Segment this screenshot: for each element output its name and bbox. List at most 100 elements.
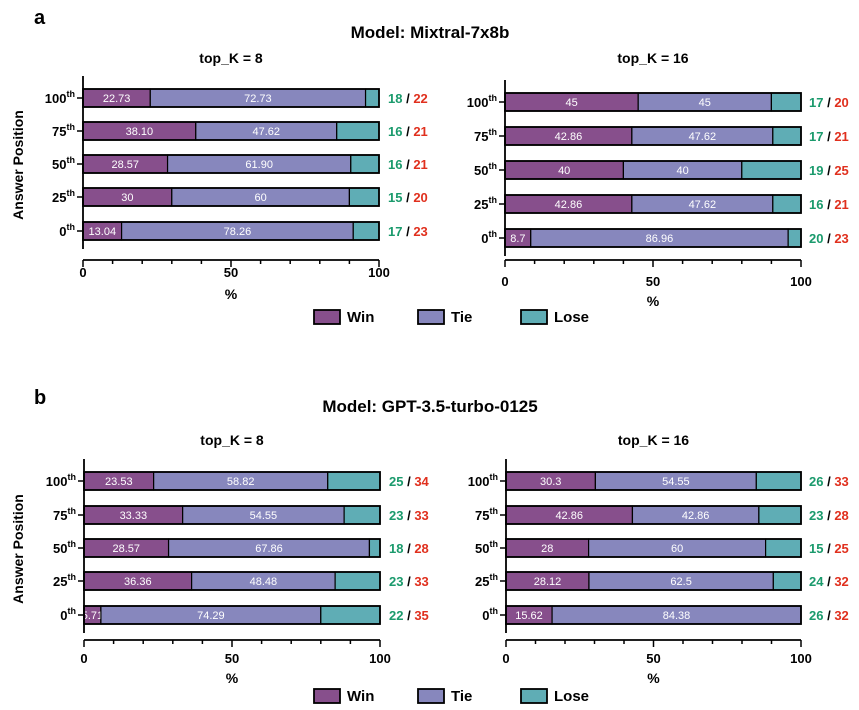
count-label: 23 / 33	[389, 574, 429, 589]
y-tick-label: 0th	[59, 222, 75, 239]
bar-lose	[343, 505, 381, 525]
bar-label-tie: 78.26	[224, 226, 252, 238]
x-tick-label: 50	[224, 265, 238, 280]
chart-panel-1: top_K = 16 45 45 100th 17 / 20 42.86 47.62 75th…	[467, 50, 849, 309]
model-title: Model: Mixtral-7x8b	[351, 23, 510, 42]
count-label: 16 / 21	[388, 157, 428, 172]
y-axis-title: Answer Position	[10, 494, 26, 604]
bar-lose	[336, 121, 380, 141]
legend-1: Win Tie Lose	[313, 688, 589, 705]
bar-lose	[368, 538, 381, 558]
bar-label-tie: 47.62	[689, 199, 717, 211]
legend-label-win: Win	[347, 309, 374, 326]
bar-label-tie: 74.29	[197, 610, 225, 622]
bar-label-win: 28.57	[112, 159, 140, 171]
bar-label-win: 40	[558, 165, 570, 177]
bar-label-tie: 54.55	[662, 476, 690, 488]
y-tick-label: 50th	[52, 155, 75, 172]
count-label: 17 / 23	[388, 224, 428, 239]
x-tick-label: 100	[369, 651, 391, 666]
bar-label-win: 33.33	[120, 510, 148, 522]
bar-label-tie: 67.86	[255, 543, 283, 555]
count-label: 22 / 35	[389, 608, 429, 623]
x-axis-title: %	[226, 670, 239, 686]
bar-lose	[772, 571, 802, 591]
bar-label-tie: 60	[254, 192, 266, 204]
count-label: 15 / 25	[809, 541, 849, 556]
bar-label-tie: 40	[676, 165, 688, 177]
bar-lose	[772, 126, 802, 146]
y-tick-label: 25th	[474, 195, 497, 212]
x-tick-label: 100	[790, 651, 812, 666]
y-tick-label: 100th	[467, 93, 497, 110]
bar-lose	[787, 228, 802, 248]
bar-label-win: 28	[541, 543, 553, 555]
x-tick-label: 100	[790, 274, 812, 289]
bar-lose	[770, 92, 802, 112]
legend-label-lose: Lose	[554, 309, 589, 326]
bar-lose	[334, 571, 381, 591]
legend-swatch-tie	[417, 688, 445, 704]
legend-label-lose: Lose	[554, 688, 589, 705]
y-tick-label: 75th	[53, 506, 76, 523]
bar-lose	[764, 538, 802, 558]
bar-label-tie: 47.62	[689, 131, 717, 143]
count-label: 15 / 20	[388, 190, 428, 205]
y-tick-label: 50th	[53, 539, 76, 556]
y-tick-label: 100th	[468, 472, 498, 489]
bar-label-tie: 48.48	[250, 576, 278, 588]
legend-swatch-tie	[417, 309, 445, 325]
bar-label-tie: 45	[699, 97, 711, 109]
x-axis-title: %	[647, 293, 660, 309]
y-tick-label: 25th	[52, 188, 75, 205]
x-axis-title: %	[647, 670, 660, 686]
y-tick-label: 50th	[474, 161, 497, 178]
chart-panel-3: top_K = 16 30.3 54.55 100th 26 / 33 42.86 42.8…	[468, 432, 849, 686]
bar-label-tie: 42.86	[682, 510, 710, 522]
bar-label-win: 42.86	[555, 131, 583, 143]
bar-label-win: 8.7	[510, 233, 525, 245]
chart-title: top_K = 8	[200, 432, 264, 448]
bar-label-win: 15.62	[515, 610, 543, 622]
bar-label-win: 28.57	[113, 543, 141, 555]
bar-label-tie: 84.38	[663, 610, 691, 622]
bar-label-win: 42.86	[555, 199, 583, 211]
bar-label-tie: 47.62	[252, 126, 280, 138]
count-label: 20 / 23	[809, 231, 849, 246]
y-tick-label: 75th	[475, 506, 498, 523]
bar-label-tie: 61.90	[245, 159, 273, 171]
count-label: 23 / 28	[809, 508, 849, 523]
count-label: 17 / 20	[809, 95, 849, 110]
x-tick-label: 50	[646, 274, 660, 289]
count-label: 23 / 33	[389, 508, 429, 523]
y-tick-label: 75th	[474, 127, 497, 144]
count-label: 25 / 34	[389, 474, 430, 489]
bar-label-win: 23.53	[105, 476, 133, 488]
x-tick-label: 50	[646, 651, 660, 666]
count-label: 18 / 28	[389, 541, 429, 556]
bar-label-win: 30.3	[540, 476, 561, 488]
bar-label-tie: 86.96	[646, 233, 674, 245]
bar-label-win: 28.12	[534, 576, 562, 588]
bar-label-tie: 62.5	[670, 576, 691, 588]
y-tick-label: 50th	[475, 539, 498, 556]
bar-label-win: 45	[565, 97, 577, 109]
bar-lose	[758, 505, 802, 525]
bar-lose	[352, 221, 380, 241]
bar-label-tie: 60	[671, 543, 683, 555]
legend-label-win: Win	[347, 688, 374, 705]
chart-panel-0: a Model: Mixtral-7x8b Answer Position top_K…	[10, 7, 509, 302]
y-tick-label: 75th	[52, 122, 75, 139]
model-title: Model: GPT-3.5-turbo-0125	[322, 397, 537, 416]
y-tick-label: 25th	[53, 572, 76, 589]
bar-lose	[772, 194, 802, 214]
bar-label-tie: 54.55	[250, 510, 278, 522]
x-tick-label: 50	[225, 651, 239, 666]
y-tick-label: 0th	[482, 606, 498, 623]
count-label: 26 / 33	[809, 474, 849, 489]
chart-title: top_K = 16	[618, 432, 689, 448]
y-tick-label: 25th	[475, 572, 498, 589]
bar-lose	[741, 160, 802, 180]
bar-label-tie: 58.82	[227, 476, 255, 488]
x-tick-label: 0	[501, 274, 508, 289]
